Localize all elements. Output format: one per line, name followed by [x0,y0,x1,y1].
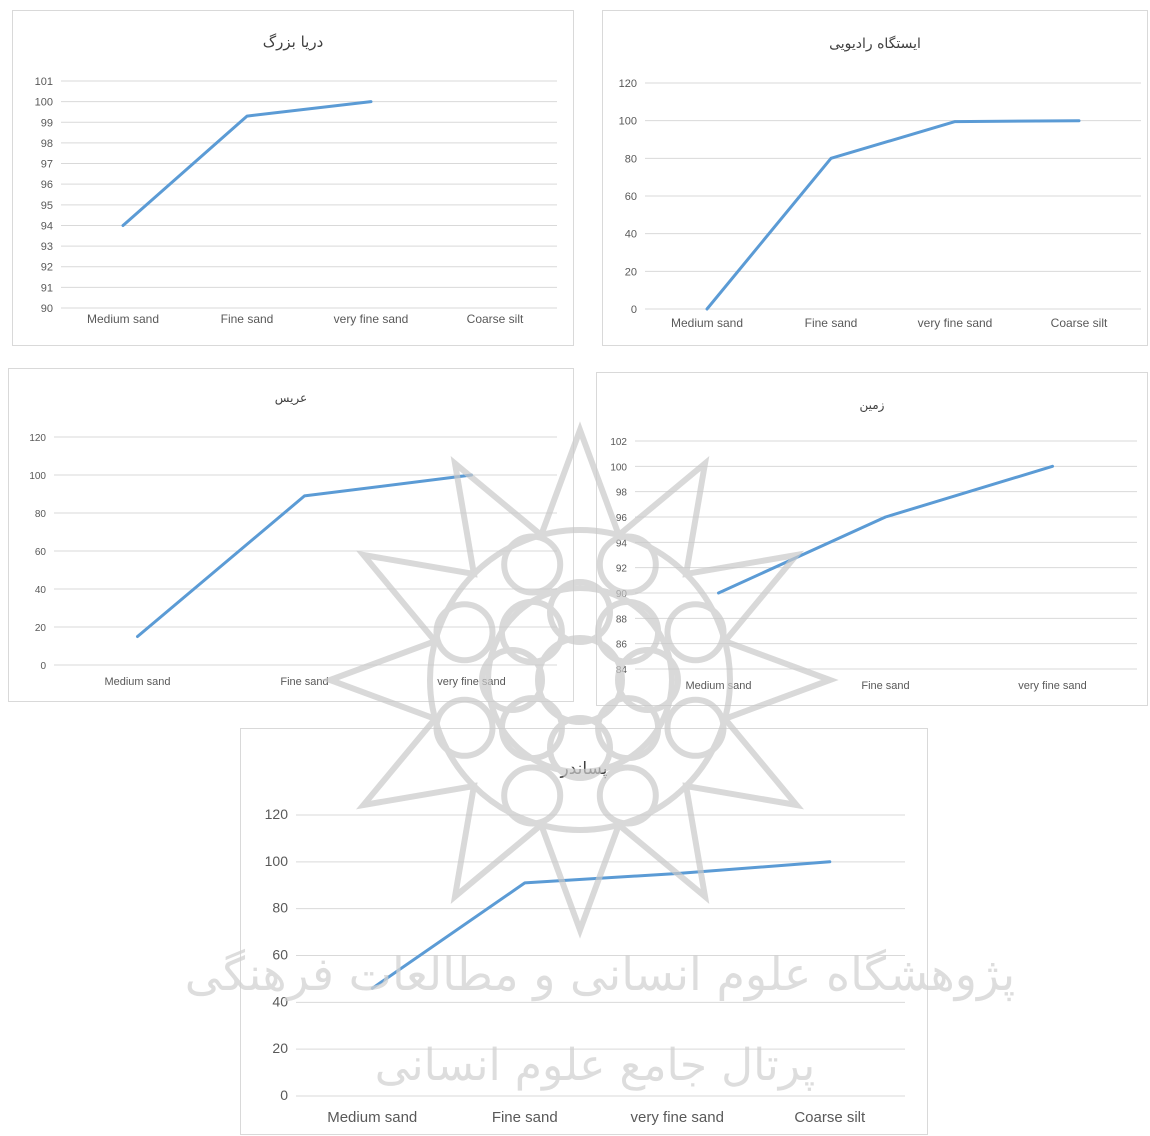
x-tick-label: very fine sand [918,316,993,330]
x-tick-label: very fine sand [334,312,409,326]
y-tick-label: 100 [265,853,289,869]
line-chart: 90 91 92 93 94 95 96 97 98 99 100 101 Medium sand Fin… [13,11,575,347]
x-tick-label: Fine sand [805,316,858,330]
x-tick-label: Fine sand [280,676,328,688]
y-tick-label: 98 [616,488,628,499]
y-tick-label: 0 [40,661,46,672]
y-tick-label: 91 [41,282,53,294]
series-line [372,862,830,989]
y-tick-label: 120 [265,806,289,822]
y-tick-label: 60 [272,947,288,963]
y-tick-label: 20 [272,1040,288,1056]
y-tick-label: 99 [41,117,53,129]
y-tick-label: 86 [616,640,628,651]
line-chart: 84 86 88 90 92 94 96 98 100 102 Medium sand Fine sa… [597,373,1149,707]
y-tick-label: 92 [41,262,53,274]
x-tick-label: Medium sand [685,680,751,692]
x-tick-label: Fine sand [221,312,274,326]
y-tick-label: 40 [272,993,288,1009]
y-tick-label: 98 [41,138,53,150]
y-tick-label: 80 [272,900,288,916]
y-tick-label: 97 [41,159,53,171]
y-tick-label: 94 [616,538,628,549]
x-tick-label: Fine sand [861,680,909,692]
line-chart: 0 20 40 60 80 100 120 Medium sand Fine sand very … [603,11,1149,347]
x-tick-label: very fine sand [437,676,505,688]
y-tick-label: 96 [616,513,628,524]
line-chart: 0 20 40 60 80 100 120 Medium sand Fine sand very … [9,369,575,703]
y-tick-label: 94 [41,220,53,232]
y-tick-label: 120 [29,433,46,444]
x-tick-label: very fine sand [631,1109,724,1126]
x-tick-label: Medium sand [671,316,743,330]
y-tick-label: 96 [41,179,53,191]
y-tick-label: 80 [35,509,47,520]
y-tick-label: 0 [631,304,637,316]
y-tick-label: 60 [35,547,47,558]
x-tick-label: Medium sand [327,1109,417,1126]
x-tick-label: Medium sand [104,676,170,688]
y-tick-label: 101 [35,76,53,88]
y-tick-label: 92 [616,564,628,575]
x-tick-label: Coarse silt [1051,316,1108,330]
y-tick-label: 100 [35,97,53,109]
series-line [719,466,1053,593]
y-tick-label: 40 [35,585,47,596]
x-tick-label: Medium sand [87,312,159,326]
y-tick-label: 20 [35,623,47,634]
y-tick-label: 90 [616,589,628,600]
series-line [138,475,472,637]
y-tick-label: 88 [616,614,628,625]
y-tick-label: 93 [41,241,53,253]
x-tick-label: very fine sand [1018,680,1086,692]
y-tick-label: 80 [625,153,637,165]
x-tick-label: Fine sand [492,1109,558,1126]
x-tick-label: Coarse silt [467,312,524,326]
x-tick-label: Coarse silt [794,1109,866,1126]
series-line [707,121,1079,309]
line-chart: 0 20 40 60 80 100 120 Medium sand Fine sand very … [241,729,929,1136]
y-tick-label: 100 [619,116,637,128]
y-tick-label: 20 [625,266,637,278]
y-tick-label: 60 [625,191,637,203]
y-tick-label: 120 [619,78,637,90]
y-tick-label: 100 [610,462,627,473]
y-tick-label: 95 [41,200,53,212]
y-tick-label: 40 [625,229,637,241]
y-tick-label: 102 [610,437,627,448]
y-tick-label: 0 [280,1087,288,1103]
y-tick-label: 90 [41,303,53,315]
y-tick-label: 100 [29,471,46,482]
y-tick-label: 84 [616,665,628,676]
